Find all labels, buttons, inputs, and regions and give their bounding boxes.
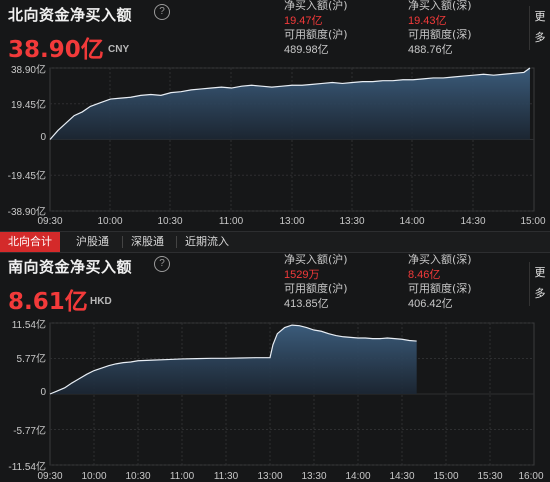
x-tick: 11:30 [213,471,239,482]
tab-divider [122,236,123,248]
y-tick: -19.45亿 [7,171,46,182]
southbound-net-value: 8.61亿 [8,289,88,315]
southbound-title: 南向资金净买入额 [8,258,133,276]
y-tick: 0 [40,387,46,398]
stat-label-sz-net: 净买入额(深) [408,0,472,12]
stat-value-sz-net: 19.43亿 [408,15,447,27]
tab-recent-inflow[interactable]: 近期流入 [185,235,229,248]
y-tick: -5.77亿 [13,426,46,437]
help-icon[interactable]: ? [154,256,170,272]
x-tick: 10:30 [125,471,151,482]
x-tick: 09:30 [37,216,63,227]
x-tick: 15:00 [433,471,459,482]
help-icon[interactable]: ? [154,4,170,20]
series-line [49,324,417,395]
x-tick: 13:00 [257,471,283,482]
y-tick: 0 [40,132,46,143]
x-tick: 13:00 [279,216,305,227]
y-tick: 38.90亿 [10,65,46,76]
series-line [49,67,531,140]
stat-label-sh-net: 净买入额(沪) [284,253,348,266]
x-tick: 14:30 [389,471,415,482]
currency-label: HKD [90,296,112,307]
northbound-chart [49,67,535,212]
y-tick: 11.54亿 [11,320,46,331]
more-button[interactable]: 更多 [529,6,550,50]
series-area [50,325,417,394]
stat-label-sz-quota: 可用额度(深) [408,282,472,295]
stat-label-sh-quota: 可用额度(沪) [284,28,348,41]
y-tick: -11.54亿 [8,462,46,473]
stat-value-sz-quota: 406.42亿 [408,298,453,310]
y-tick: 5.77亿 [16,354,46,365]
southbound-panel: 南向资金净买入额 ? 8.61亿 HKD 净买入额(沪) 净买入额(深) 152… [0,252,550,482]
x-tick: 14:30 [460,216,486,227]
more-label: 更多 [534,10,546,44]
x-tick: 10:30 [157,216,183,227]
x-tick: 16:00 [518,471,544,482]
x-tick: 10:00 [81,471,107,482]
stat-label-sz-quota: 可用额度(深) [408,28,472,41]
y-tick: -38.90亿 [7,207,46,218]
x-tick: 14:00 [345,471,371,482]
stat-value-sh-quota: 489.98亿 [284,44,329,56]
stat-value-sh-net: 1529万 [284,269,320,281]
tab-divider [176,236,177,248]
northbound-panel: 北向资金净买入额 ? 38.90亿 CNY 净买入额(沪) 净买入额(深) 19… [0,0,550,230]
southbound-chart [49,322,535,466]
stat-value-sh-net: 19.47亿 [284,15,323,27]
x-tick: 14:00 [399,216,425,227]
stat-label-sh-quota: 可用额度(沪) [284,282,348,295]
tab-northbound-total[interactable]: 北向合计 [0,232,60,252]
tab-shanghai-connect[interactable]: 沪股通 [76,235,109,248]
currency-label: CNY [108,44,130,55]
more-label: 更多 [534,266,546,300]
stat-value-sh-quota: 413.85亿 [284,298,329,310]
y-tick: 19.45亿 [10,100,46,111]
tab-bar: 北向合计 沪股通 深股通 近期流入 [0,231,550,253]
stat-value-sz-net: 8.46亿 [408,269,441,281]
x-tick: 15:30 [477,471,503,482]
x-tick: 13:30 [301,471,327,482]
tab-shenzhen-connect[interactable]: 深股通 [131,235,164,248]
stat-label-sz-net: 净买入额(深) [408,253,472,266]
stat-label-sh-net: 净买入额(沪) [284,0,348,12]
x-tick: 13:30 [339,216,365,227]
x-tick: 11:00 [218,216,244,227]
x-tick: 10:00 [97,216,123,227]
more-button[interactable]: 更多 [529,262,550,306]
x-tick: 11:00 [169,471,195,482]
northbound-title: 北向资金净买入额 [8,6,133,24]
northbound-net-value: 38.90亿 [8,37,104,63]
x-tick: 15:00 [520,216,546,227]
stat-value-sz-quota: 488.76亿 [408,44,453,56]
series-area [50,68,530,140]
x-tick: 09:30 [37,471,63,482]
